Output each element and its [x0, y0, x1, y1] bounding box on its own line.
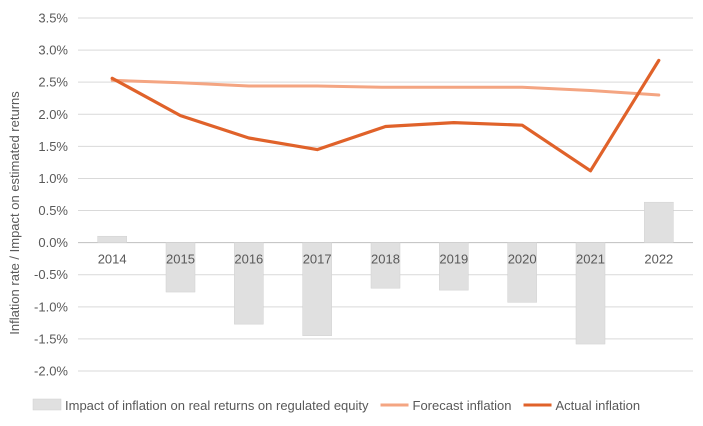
y-tick-label: -1.5% [34, 331, 68, 346]
y-tick-label: 1.0% [38, 171, 68, 186]
x-tick-label: 2015 [166, 252, 195, 267]
bar-2018 [370, 242, 401, 289]
bar-2020 [507, 242, 537, 303]
y-tick-label: -2.0% [34, 364, 68, 379]
legend: Impact of inflation on real returns on r… [32, 398, 641, 413]
bar-2022 [644, 201, 674, 243]
y-axis-label: Inflation rate / Impact on estimated ret… [7, 91, 22, 335]
legend-label: Impact of inflation on real returns on r… [65, 398, 369, 413]
x-tick-label: 2018 [371, 252, 400, 267]
y-tick-label: 3.5% [38, 11, 68, 26]
legend-label: Actual inflation [556, 398, 641, 413]
x-tick-label: 2017 [303, 252, 332, 267]
bar-2014 [97, 235, 127, 243]
y-tick-label: 0.0% [38, 235, 68, 250]
x-axis-ticks: 2014 2015 2016 2017 2018 2019 2020 2021 2022 [98, 252, 674, 267]
y-tick-label: -0.5% [34, 267, 68, 282]
bar-2015 [165, 242, 196, 293]
y-tick-label: 1.5% [38, 139, 68, 154]
y-tick-label: 2.5% [38, 75, 68, 90]
x-tick-label: 2021 [576, 252, 605, 267]
series-line-0 [110, 78, 661, 97]
x-tick-label: 2019 [439, 252, 468, 267]
bar-2019 [439, 242, 469, 291]
y-tick-label: 2.0% [38, 107, 68, 122]
series-line-1 [110, 58, 661, 173]
x-tick-label: 2020 [508, 252, 537, 267]
x-tick-label: 2014 [98, 252, 127, 267]
line-series [110, 58, 661, 173]
y-tick-label: 3.0% [38, 43, 68, 58]
bar-series [97, 201, 674, 345]
bar-2021 [575, 242, 606, 345]
bar-2016 [234, 242, 264, 325]
bar-2017 [302, 242, 332, 336]
y-tick-label: 0.5% [38, 203, 68, 218]
y-axis-ticks: 3.5% 3.0% 2.5% 2.0% 1.5% 1.0% 0.5% 0.0% -0.5% -1.… [34, 11, 68, 379]
legend-swatch-bar [32, 398, 62, 411]
legend-label: Forecast inflation [413, 398, 512, 413]
x-tick-label: 2022 [644, 252, 673, 267]
y-tick-label: -1.0% [34, 299, 68, 314]
x-tick-label: 2016 [234, 252, 263, 267]
